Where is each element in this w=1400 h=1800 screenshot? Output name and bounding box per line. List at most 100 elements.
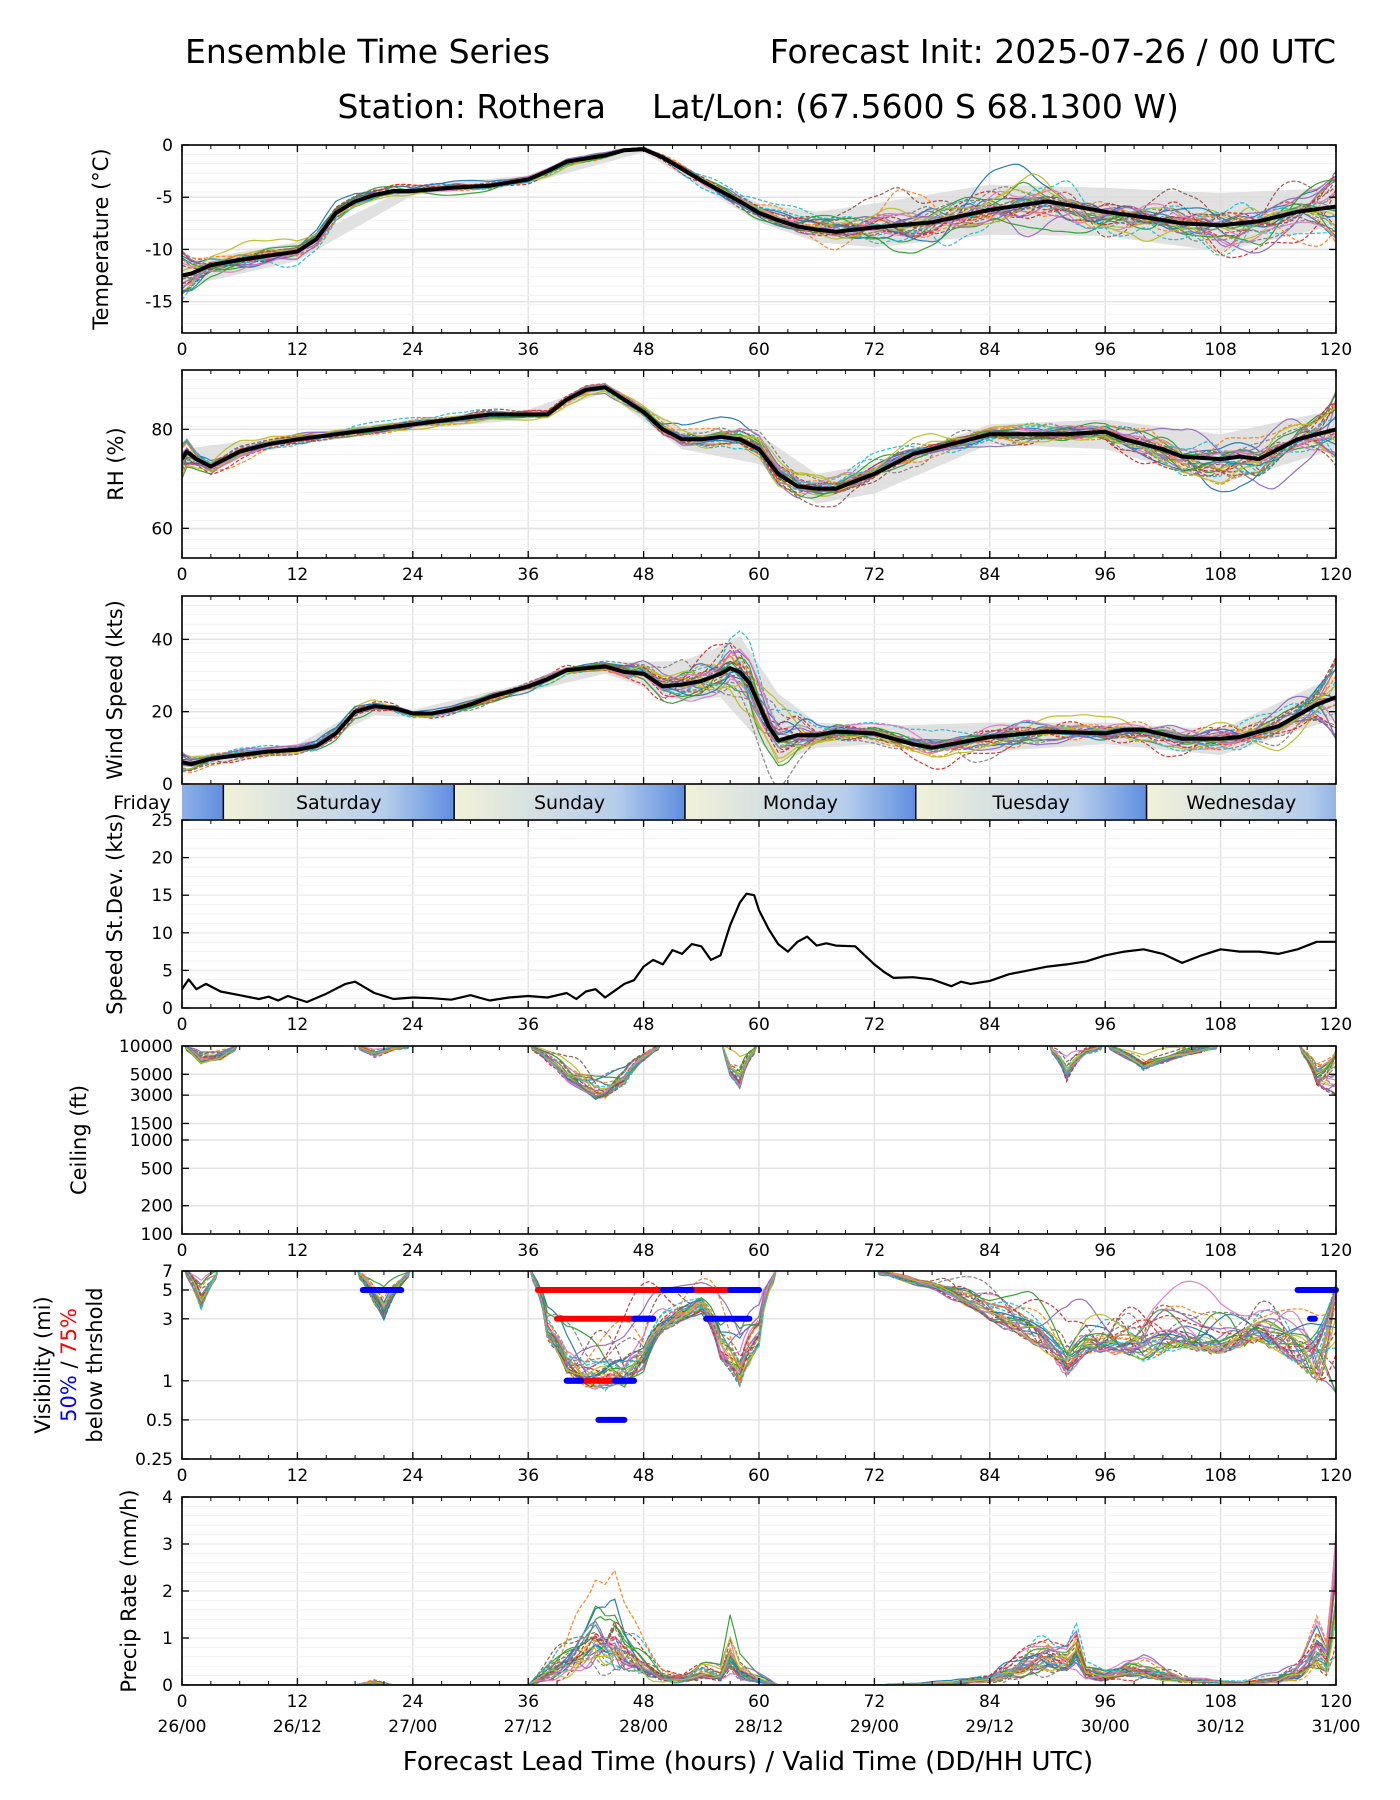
x-tick-label: 120 — [1320, 1241, 1352, 1261]
ensemble-member-line — [182, 386, 1336, 489]
plot-area-rh — [182, 382, 1336, 508]
x-tick-label: 108 — [1204, 1241, 1236, 1261]
x-tick-label: 60 — [748, 1241, 770, 1261]
ensemble-member-line — [185, 1046, 1336, 1101]
ensemble-member-line — [185, 1046, 1336, 1098]
y-tick-label: 1 — [162, 1629, 173, 1649]
x-tick-label: 60 — [748, 340, 770, 360]
x-tick-label: 12 — [287, 565, 309, 585]
ensemble-member-line — [182, 648, 1336, 761]
x-tick-label: 84 — [979, 340, 1001, 360]
y-axis-label: Precip Rate (mm/h) — [117, 1489, 141, 1692]
x-tick-label: 120 — [1320, 1466, 1352, 1486]
x-tick-label: 0 — [177, 565, 188, 585]
x-tick-label: 60 — [748, 565, 770, 585]
latlon-label: Lat/Lon: (67.5600 S 68.1300 W) — [652, 87, 1179, 126]
x-tick-label: 0 — [177, 1241, 188, 1261]
y-axis-label: Speed St.Dev. (kts) — [103, 813, 127, 1015]
x-tick-label: 36 — [517, 1692, 539, 1712]
day-segment — [223, 785, 455, 819]
valid-time-label: 30/00 — [1081, 1717, 1130, 1737]
grid-ceiling — [181, 1045, 1337, 1235]
x-axis-label: Forecast Lead Time (hours) / Valid Time … — [403, 1747, 1093, 1777]
plot-area-speed_stdev — [182, 892, 1336, 1004]
y-tick-label: 80 — [151, 420, 173, 440]
y-tick-label: 15 — [151, 886, 173, 906]
panel-wind_speed: 0 20 40 Wind Speed (kts) — [103, 595, 1337, 795]
y-tick-label: -10 — [145, 240, 173, 260]
valid-time-label: 28/00 — [619, 1717, 668, 1737]
x-tick-label: 96 — [1094, 1466, 1116, 1486]
x-tick-label: 48 — [633, 565, 655, 585]
y-tick-label: 3 — [162, 1310, 173, 1330]
day-segment — [1146, 785, 1336, 819]
y-tick-label: -15 — [145, 293, 173, 313]
x-tick-label: 72 — [864, 340, 886, 360]
y-tick-label: 25 — [151, 811, 173, 831]
x-tick-label: 36 — [517, 1466, 539, 1486]
valid-time-label: 29/12 — [965, 1717, 1014, 1737]
y-tick-label: 0.5 — [146, 1411, 173, 1431]
ensemble-member-line — [182, 385, 1336, 495]
x-tick-label: 120 — [1320, 1692, 1352, 1712]
ensemble-mean-line — [182, 664, 1336, 767]
x-tick-label: 36 — [517, 565, 539, 585]
day-label: Wednesday — [1186, 792, 1296, 814]
ensemble-member-line — [182, 383, 1336, 486]
ensemble-member-line — [185, 1046, 1336, 1097]
panel-rh: 0 12 24 36 48 60 72 84 96 108 120 80 60 RH (%) — [104, 369, 1352, 585]
y-tick-label: 1000 — [130, 1131, 173, 1151]
x-tick-label: 0 — [177, 340, 188, 360]
x-tick-label: 96 — [1094, 1015, 1116, 1035]
day-label: Monday — [763, 792, 838, 814]
x-tick-label: 0 — [177, 1466, 188, 1486]
x-tick-label: 72 — [864, 565, 886, 585]
x-tick-label: 84 — [979, 1692, 1001, 1712]
grid-speed_stdev — [181, 819, 1337, 1009]
y-axis-label-sub: below thrshold — [83, 1287, 107, 1442]
x-tick-label: 96 — [1094, 565, 1116, 585]
day-segment — [454, 785, 685, 819]
x-tick-label: 72 — [864, 1241, 886, 1261]
x-tick-label: 84 — [979, 1466, 1001, 1486]
ensemble-member-line — [185, 1046, 1336, 1095]
x-tick-label: 108 — [1204, 565, 1236, 585]
station-label: Station: Rothera — [337, 87, 606, 126]
y-axis-label: Wind Speed (kts) — [103, 600, 127, 780]
x-tick-label: 24 — [402, 1241, 424, 1261]
spread-band-rh — [182, 382, 1336, 504]
y-tick-label: 5 — [162, 1281, 173, 1301]
y-tick-label: 60 — [151, 519, 173, 539]
ensemble-member-line — [185, 1046, 1336, 1088]
ensemble-mean-line — [182, 385, 1336, 491]
y-tick-label: 2 — [162, 1582, 173, 1602]
valid-time-label: 28/12 — [735, 1717, 784, 1737]
x-tick-label: 60 — [748, 1015, 770, 1035]
x-tick-label: 108 — [1204, 1692, 1236, 1712]
x-tick-label: 108 — [1204, 1015, 1236, 1035]
x-tick-label: 36 — [517, 1241, 539, 1261]
x-tick-label: 48 — [633, 1241, 655, 1261]
valid-time-label: 29/00 — [850, 1717, 899, 1737]
threshold-75-label: 75% — [57, 1308, 81, 1355]
y-tick-label: 7 — [162, 1262, 173, 1282]
y-tick-label: 200 — [141, 1197, 173, 1217]
x-tick-label: 108 — [1204, 340, 1236, 360]
ensemble-member-line — [186, 1271, 1336, 1392]
y-tick-label: 3 — [162, 1535, 173, 1555]
ensemble-member-line — [182, 148, 1336, 272]
x-tick-label: 48 — [633, 1692, 655, 1712]
threshold-50-label: 50% — [57, 1375, 81, 1422]
y-tick-label: 20 — [151, 849, 173, 869]
day-band: Friday Saturday Sunday Monday Tuesday Wednesd… — [113, 785, 1336, 819]
panel-visibility: 0 12 24 36 48 60 72 84 96 108 120 75 3 1 0.5 0.25 Visibi… — [31, 1262, 1352, 1486]
x-tick-label: 120 — [1320, 340, 1352, 360]
y-tick-label: 0.25 — [135, 1450, 173, 1470]
day-label: Saturday — [296, 792, 382, 814]
grid-visibility — [181, 1270, 1337, 1460]
x-tick-label: 24 — [402, 1015, 424, 1035]
panels-group: 0 12 24 36 48 60 72 84 96 108 1200-5-10-15Temperat… — [31, 136, 1361, 1737]
x-tick-label: 36 — [517, 1015, 539, 1035]
